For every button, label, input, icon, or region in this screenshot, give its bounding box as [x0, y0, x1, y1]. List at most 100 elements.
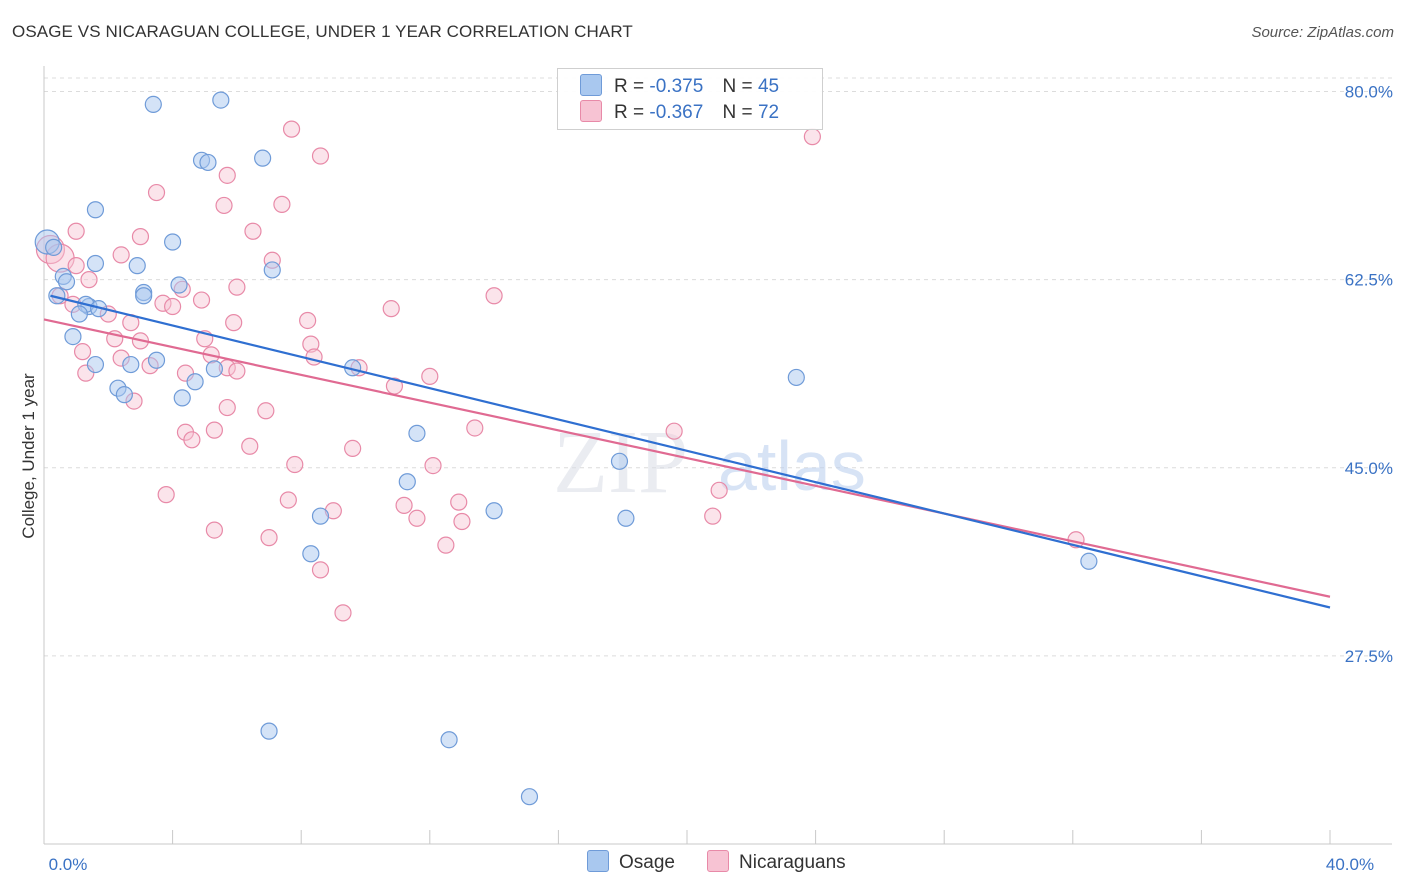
nicaraguan-point — [450, 493, 468, 511]
nicaraguan-point — [80, 271, 98, 289]
nic-r-value: -0.367 — [649, 102, 704, 124]
legend-item-nicaraguans[interactable]: Nicaraguans — [707, 850, 846, 874]
nicaraguan-point — [73, 343, 92, 361]
y-tick-label: 80.0% — [1345, 83, 1393, 102]
osage-point — [610, 452, 629, 470]
osage-point — [254, 149, 272, 167]
nicaraguan-point — [228, 278, 246, 296]
y-axis-label: College, Under 1 year — [19, 373, 38, 539]
osage-point — [205, 360, 223, 378]
nicaraguan-point — [305, 348, 323, 366]
y-tick-label: 62.5% — [1345, 271, 1393, 290]
osage-n-label: N = — [722, 76, 753, 98]
nicaraguan-point — [218, 398, 236, 417]
legend-item-osage[interactable]: Osage — [587, 850, 675, 874]
osage-point — [45, 238, 63, 256]
osage-point — [617, 509, 635, 527]
nicaraguan-point — [131, 228, 150, 246]
nicaraguan-point — [225, 314, 243, 332]
chart-title: OSAGE VS NICARAGUAN COLLEGE, UNDER 1 YEA… — [12, 22, 633, 41]
osage-swatch — [580, 74, 602, 96]
x-tick-label: 40.0% — [1326, 855, 1374, 874]
watermark-atlas: atlas — [718, 427, 866, 505]
nicaraguan-point — [241, 437, 259, 455]
nicaraguan-point — [67, 222, 85, 240]
y-tick-label: 45.0% — [1345, 459, 1393, 478]
nicaraguan-point — [215, 196, 233, 215]
nicaraguan-point — [260, 529, 278, 547]
nicaraguan-point — [157, 486, 175, 504]
nic-r-label: R = — [614, 102, 645, 124]
legend-row-nic: R = -0.367 N = 72 — [580, 100, 780, 124]
y-tick-label: 27.5% — [1345, 647, 1393, 666]
osage-r-label: R = — [614, 76, 645, 98]
nicaraguan-point — [205, 421, 223, 439]
osage-point — [199, 153, 217, 172]
osage-point — [128, 257, 146, 275]
nicaraguan-point — [286, 455, 304, 474]
nic-swatch — [580, 100, 602, 122]
nicaraguan-point — [299, 311, 317, 330]
osage-point — [48, 287, 66, 305]
osage-point — [440, 731, 458, 749]
nicaraguan-point — [344, 439, 362, 457]
nicaraguan-point — [302, 335, 320, 353]
nicaraguan-point — [485, 287, 503, 305]
osage-point — [147, 351, 166, 369]
nicaraguan-point — [164, 297, 182, 316]
nicaraguan-point — [257, 402, 275, 420]
osage-point — [485, 502, 503, 520]
series-legend: Osage Nicaraguans — [0, 850, 1406, 878]
nicaraguan-point — [273, 195, 291, 213]
x-tick-label: 0.0% — [49, 855, 88, 874]
osage-point — [70, 305, 88, 323]
nicaraguan-point — [154, 294, 172, 312]
nicaraguan-point — [244, 222, 262, 240]
nicaraguan-point — [334, 604, 352, 622]
osage-n-value: 45 — [757, 76, 780, 98]
osage-trend-line — [50, 294, 1331, 609]
osage-point — [302, 545, 320, 563]
osage-point — [164, 233, 182, 251]
nic-n-value: 72 — [757, 102, 780, 124]
osage-point — [186, 373, 204, 391]
osage-point — [311, 507, 330, 525]
nicaraguan-point — [279, 491, 297, 509]
nicaraguan-point — [228, 362, 246, 380]
nicaraguan-point — [112, 246, 130, 264]
osage-point — [122, 355, 140, 374]
osage-legend-swatch — [587, 850, 609, 872]
source-label: Source: ZipAtlas.com — [1251, 24, 1394, 41]
osage-point — [212, 91, 230, 109]
nicaraguan-point — [710, 481, 728, 499]
osage-point — [787, 368, 805, 387]
osage-point — [173, 389, 191, 407]
osage-point — [86, 201, 105, 219]
legend-row-osage: R = -0.375 N = 45 — [580, 74, 780, 98]
nicaraguan-point — [205, 521, 223, 539]
osage-point — [408, 424, 426, 442]
nicaraguan-point — [311, 147, 330, 165]
osage-point — [86, 254, 105, 273]
osage-point — [398, 473, 416, 491]
osage-point — [520, 788, 539, 806]
nic-legend-swatch — [707, 850, 729, 872]
nicaraguan-point — [183, 431, 201, 449]
osage-point — [135, 287, 153, 305]
nicaraguan-point — [67, 257, 85, 275]
nicaraguan-point — [466, 419, 484, 437]
osage-point — [115, 386, 133, 404]
nicaraguan-point — [192, 291, 211, 309]
osage-point — [86, 355, 105, 374]
nicaraguan-point — [147, 183, 166, 202]
nicaraguan-point — [424, 457, 442, 475]
nic-legend-label: Nicaraguans — [739, 852, 846, 874]
osage-legend-label: Osage — [619, 852, 675, 874]
nicaraguan-point — [803, 128, 821, 146]
osage-point — [263, 261, 281, 279]
nicaraguan-point — [704, 507, 722, 525]
nicaraguan-trend-line — [43, 318, 1331, 598]
nic-n-label: N = — [722, 102, 753, 124]
nicaraguan-point — [437, 536, 455, 554]
nicaraguan-point — [311, 561, 330, 579]
